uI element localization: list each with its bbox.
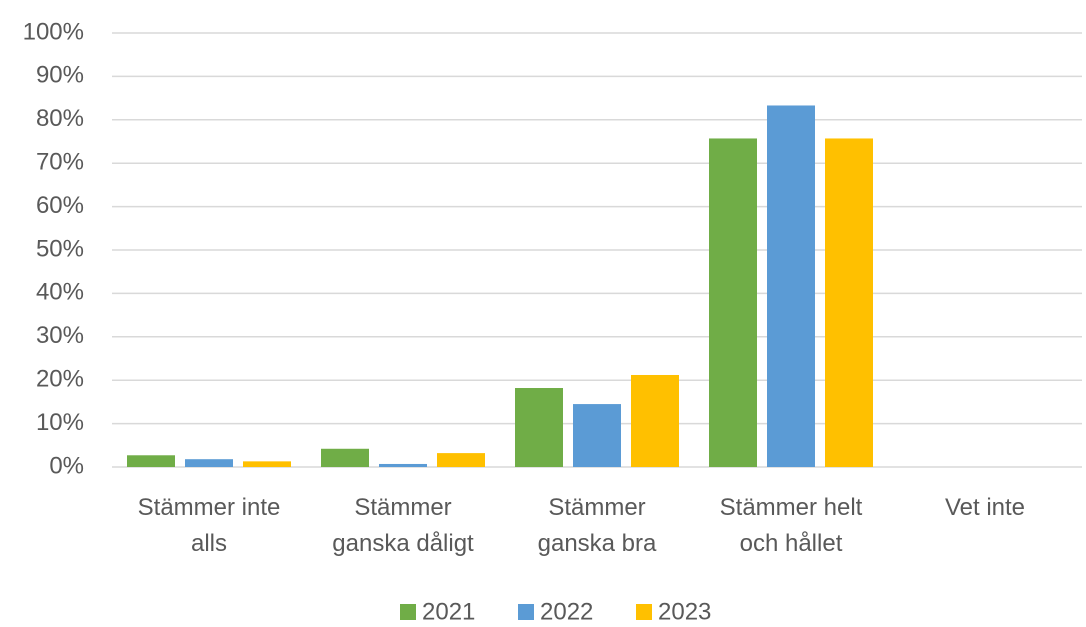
y-tick-label: 10%	[36, 409, 84, 436]
y-tick-label: 50%	[36, 235, 84, 262]
y-tick-label: 20%	[36, 366, 84, 393]
bar	[515, 388, 563, 467]
x-tick-label: Stämmer ganska dåligt	[332, 494, 474, 557]
legend-swatch	[518, 604, 534, 620]
legend-label: 2021	[422, 598, 475, 625]
y-tick-label: 90%	[36, 62, 84, 89]
bar	[437, 453, 485, 467]
y-tick-label: 70%	[36, 149, 84, 176]
bar	[825, 138, 873, 467]
bar	[631, 374, 679, 467]
bar	[321, 448, 369, 467]
x-tick-label: Stämmer inte alls	[137, 494, 281, 557]
bar	[573, 404, 621, 467]
x-tick-label: Stämmer helt och hållet	[719, 494, 863, 557]
legend-label: 2022	[540, 598, 593, 625]
y-tick-label: 100%	[23, 18, 84, 45]
legend-swatch	[400, 604, 416, 620]
x-tick-label: Vet inte	[944, 494, 1026, 521]
y-tick-label: 30%	[36, 322, 84, 349]
y-tick-label: 80%	[36, 105, 84, 132]
bar	[243, 461, 291, 467]
bar	[767, 105, 815, 467]
y-tick-label: 40%	[36, 279, 84, 306]
x-tick-label: Stämmer ganska bra	[537, 494, 657, 557]
bar	[127, 455, 175, 467]
legend-swatch	[636, 604, 652, 620]
y-tick-label: 0%	[49, 452, 84, 479]
bar	[709, 138, 757, 467]
bar	[185, 459, 233, 467]
bar	[379, 463, 427, 467]
legend-label: 2023	[658, 598, 711, 625]
y-tick-label: 60%	[36, 192, 84, 219]
